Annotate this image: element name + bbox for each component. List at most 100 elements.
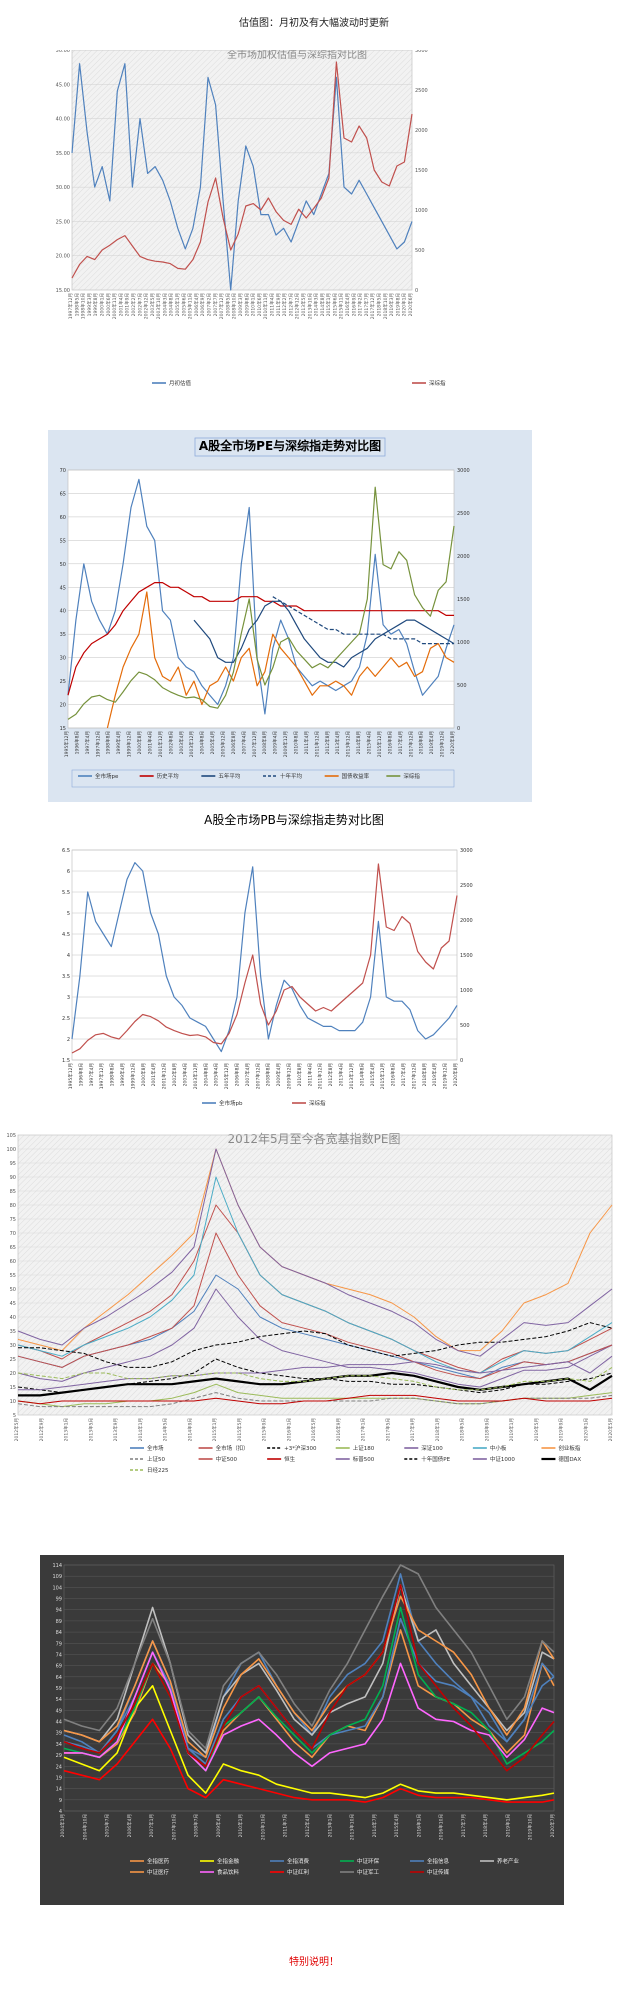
legend-label: 中证医疗 xyxy=(147,1868,170,1876)
chart-title: A股全市场PE与深综指走势对比图 xyxy=(199,438,381,453)
x-tick-label: 2007年12月 xyxy=(251,731,258,757)
legend-label: 中证军工 xyxy=(357,1868,380,1876)
legend-label: 创业板指 xyxy=(558,1444,581,1452)
legend-label: 国债收益率 xyxy=(342,772,370,780)
x-tick-label: 1997年4月 xyxy=(84,731,91,754)
chart-svg: 1141091049994898479746964595449443934292… xyxy=(40,1555,564,1905)
x-tick-label: 2019年10月 xyxy=(527,1814,534,1840)
series-line xyxy=(71,63,413,291)
x-tick-label: 2000年8月 xyxy=(140,1063,147,1086)
y-tick-label: 55 xyxy=(10,1273,16,1279)
series-line xyxy=(17,1394,613,1405)
x-tick-label: 2010年11月 xyxy=(262,293,269,319)
y2-tick-label: 1500 xyxy=(460,953,473,959)
x-tick-label: 2008年8月 xyxy=(261,731,268,754)
x-tick-label: 2016年8月 xyxy=(390,1063,397,1086)
y-tick-label: 20.00 xyxy=(56,254,70,260)
x-tick-label: 1999年3月 xyxy=(86,293,93,316)
y-tick-label: 25 xyxy=(10,1357,16,1363)
x-tick-label: 2015年4月 xyxy=(393,1814,400,1837)
y-tick-label: 4 xyxy=(59,1809,62,1815)
y-tick-label: 90 xyxy=(10,1175,16,1181)
x-tick-label: 2016年1月 xyxy=(285,1418,292,1441)
legend-label: 全市场pe xyxy=(95,772,119,780)
x-tick-label: 2002年2月 xyxy=(130,293,137,316)
x-tick-label: 2002年8月 xyxy=(167,731,174,754)
y-tick-label: 15.00 xyxy=(56,288,70,294)
legend-label: 全指医药 xyxy=(147,1857,170,1865)
y-tick-label: 45.00 xyxy=(56,82,70,88)
x-tick-label: 2020年8月 xyxy=(452,1063,459,1086)
series-line xyxy=(106,591,455,729)
x-tick-label: 2005年4月 xyxy=(213,1063,220,1086)
x-tick-label: 2003年12月 xyxy=(192,1063,199,1089)
legend-label: 中证红利 xyxy=(287,1868,309,1876)
x-tick-label: 2019年8月 xyxy=(394,293,401,316)
legend-box xyxy=(71,769,455,788)
x-tick-label: 2015年6月 xyxy=(331,293,338,316)
y-tick-label: 99 xyxy=(56,1597,62,1603)
legend-label: 中证500 xyxy=(216,1455,238,1463)
x-tick-label: 2007年2月 xyxy=(206,293,213,316)
x-tick-label: 2020年8月 xyxy=(449,731,456,754)
x-tick-label: 2014年5月 xyxy=(162,1418,169,1441)
y-tick-label: 64 xyxy=(56,1675,62,1681)
x-tick-label: 1995年12月 xyxy=(67,1063,74,1089)
x-tick-label: 2020年5月 xyxy=(607,1418,614,1441)
series-line xyxy=(63,1564,555,1750)
x-tick-label: 2013年5月 xyxy=(300,293,307,316)
y2-tick-label: 1500 xyxy=(415,168,428,174)
x-tick-label: 2016年4月 xyxy=(344,293,351,316)
x-tick-label: 2020年6月 xyxy=(407,293,414,316)
x-tick-label: 2001年4月 xyxy=(146,731,153,754)
x-tick-label: 2007年1月 xyxy=(148,1814,155,1837)
x-tick-label: 1997年12月 xyxy=(67,293,74,319)
series-line xyxy=(17,1148,613,1357)
y-tick-label: 6.5 xyxy=(62,848,70,854)
y2-tick-label: 1000 xyxy=(460,988,473,994)
x-tick-label: 2005年7月 xyxy=(104,1814,111,1837)
series-line xyxy=(18,1355,613,1391)
legend-label: 五年平均 xyxy=(218,772,241,780)
y-tick-label: 3 xyxy=(67,995,70,1001)
y-tick-label: 39 xyxy=(56,1731,62,1737)
x-tick-label: 1998年8月 xyxy=(105,731,112,754)
x-tick-label: 2006年9月 xyxy=(199,293,206,316)
x-tick-label: 2010年8月 xyxy=(293,731,300,754)
chart-panel-sector-pe: 114 109 104 99 94 89 84 79 74 69 64 59 54 49 44 39 34 29 2… xyxy=(40,1555,564,1905)
y2-tick-label: 2000 xyxy=(457,554,470,560)
chart-svg: 全市场加权估值与深综指对比图 50.00 45.00 40.00 35.00 30.00 2… xyxy=(52,50,542,430)
y-tick-label: 3.5 xyxy=(62,974,70,980)
x-tick-label: 2002年12月 xyxy=(143,293,150,319)
legend-label: 全指金融 xyxy=(217,1857,240,1865)
x-tick-label: 2012年9月 xyxy=(38,1418,45,1441)
y-tick-label: 14 xyxy=(56,1787,62,1793)
legend-label: 食品饮料 xyxy=(217,1868,240,1876)
x-tick-label: 1998年5月 xyxy=(73,293,80,316)
y2-tick-label: 2500 xyxy=(460,883,473,889)
x-tick-label: 2013年1月 xyxy=(326,1814,333,1837)
chart-title: A股全市场PB与深综指走势对比图 xyxy=(204,812,384,827)
y-tick-label: 25 xyxy=(60,679,66,685)
x-tick-label: 2015年5月 xyxy=(236,1418,243,1441)
x-tick-label: 2004年8月 xyxy=(202,1063,209,1086)
y-tick-label: 49 xyxy=(56,1708,62,1714)
y-tick-label: 55 xyxy=(60,538,66,544)
x-tick-label: 2010年8月 xyxy=(296,1063,303,1086)
y-tick-label: 20 xyxy=(10,1371,16,1377)
y2-tick-label: 3000 xyxy=(457,468,470,474)
x-tick-label: 1999年12月 xyxy=(129,1063,136,1089)
y-tick-label: 5 xyxy=(13,1413,16,1419)
x-tick-label: 2008年5月 xyxy=(224,293,231,316)
x-tick-label: 2001年4月 xyxy=(117,293,124,316)
x-tick-label: 2007年10月 xyxy=(170,1814,177,1840)
y-tick-label: 29 xyxy=(56,1753,62,1759)
legend-box xyxy=(146,377,542,394)
x-tick-label: 2015年1月 xyxy=(211,1418,218,1441)
x-tick-label: 2018年9月 xyxy=(483,1418,490,1441)
series-line xyxy=(67,478,455,715)
x-tick-label: 2005年12月 xyxy=(219,731,226,757)
x-tick-label: 2009年12月 xyxy=(286,1063,293,1089)
y-tick-label: 109 xyxy=(52,1574,62,1580)
x-tick-label: 2017年1月 xyxy=(360,1418,367,1441)
